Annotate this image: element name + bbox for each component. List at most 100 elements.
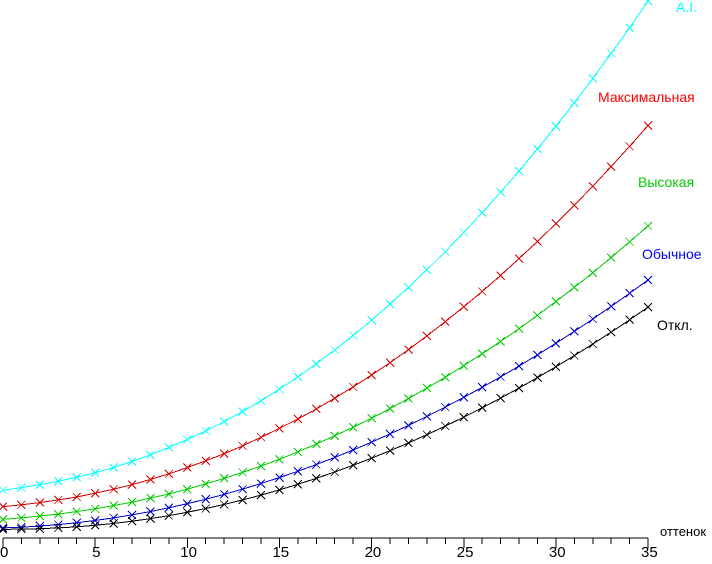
data-point-marker bbox=[72, 507, 82, 516]
series-line bbox=[2, 125, 649, 508]
series-1 bbox=[0, 121, 653, 512]
series-label-maximum: Максимальная bbox=[598, 89, 695, 105]
data-point-marker bbox=[422, 265, 432, 275]
data-point-marker bbox=[477, 349, 487, 359]
data-point-marker bbox=[311, 460, 321, 469]
data-point-marker bbox=[533, 373, 542, 382]
data-point-marker bbox=[164, 469, 174, 479]
data-point-marker bbox=[385, 404, 395, 413]
data-point-marker bbox=[643, 0, 653, 6]
data-point-marker bbox=[90, 488, 100, 498]
data-point-marker bbox=[404, 421, 413, 430]
data-point-marker bbox=[238, 467, 247, 477]
data-point-marker bbox=[256, 490, 266, 500]
data-point-marker bbox=[164, 489, 174, 499]
data-point-marker bbox=[256, 432, 266, 442]
data-point-marker bbox=[440, 402, 450, 412]
data-point-marker bbox=[293, 466, 303, 476]
data-point-marker bbox=[625, 237, 634, 247]
data-point-marker bbox=[588, 181, 598, 191]
data-point-marker bbox=[201, 494, 211, 504]
data-point-marker bbox=[496, 372, 505, 382]
data-point-marker bbox=[219, 473, 229, 483]
x-tick-label: 0 bbox=[0, 544, 9, 561]
data-point-marker bbox=[459, 302, 469, 312]
data-point-marker bbox=[514, 324, 524, 334]
data-point-marker bbox=[514, 166, 524, 176]
data-point-marker bbox=[201, 426, 211, 436]
data-point-marker bbox=[256, 396, 266, 406]
series-label-normal: Обычное bbox=[642, 246, 702, 262]
data-point-marker bbox=[17, 522, 26, 532]
series-4 bbox=[0, 302, 653, 534]
data-point-marker bbox=[551, 219, 561, 228]
data-point-marker bbox=[293, 447, 303, 457]
data-point-marker bbox=[293, 372, 303, 382]
data-point-marker bbox=[90, 468, 100, 478]
data-point-marker bbox=[348, 331, 358, 340]
data-point-marker bbox=[496, 393, 505, 403]
series-line bbox=[2, 225, 649, 520]
data-point-marker bbox=[533, 144, 542, 154]
data-point-marker bbox=[440, 317, 450, 327]
data-point-marker bbox=[348, 445, 358, 455]
series-line bbox=[2, 0, 649, 491]
data-point-marker bbox=[625, 315, 634, 325]
series-label-high: Высокая bbox=[638, 174, 695, 190]
data-point-marker bbox=[330, 467, 340, 477]
data-point-marker bbox=[404, 438, 413, 448]
data-point-marker bbox=[219, 449, 229, 459]
data-point-marker bbox=[330, 453, 340, 462]
data-point-marker bbox=[53, 476, 63, 486]
data-point-marker bbox=[0, 514, 8, 524]
x-tick-label: 35 bbox=[641, 544, 658, 561]
data-point-marker bbox=[533, 310, 542, 320]
data-point-marker bbox=[367, 315, 376, 325]
data-point-marker bbox=[514, 383, 524, 393]
data-point-marker bbox=[348, 422, 358, 432]
data-point-marker bbox=[569, 327, 579, 336]
data-point-marker bbox=[182, 499, 192, 509]
x-tick-label: 10 bbox=[180, 544, 197, 561]
data-point-marker bbox=[404, 282, 413, 292]
data-point-marker bbox=[275, 485, 284, 495]
data-point-marker bbox=[385, 446, 395, 456]
data-point-marker bbox=[182, 507, 192, 517]
data-point-marker bbox=[72, 492, 82, 502]
data-point-marker bbox=[643, 121, 653, 130]
data-point-marker bbox=[182, 484, 192, 494]
data-point-marker bbox=[275, 423, 284, 433]
x-tick-label: 30 bbox=[548, 544, 566, 561]
data-point-marker bbox=[367, 413, 376, 423]
data-point-marker bbox=[477, 382, 487, 392]
data-point-marker bbox=[643, 221, 653, 231]
data-point-marker bbox=[569, 282, 579, 292]
data-point-marker bbox=[53, 523, 63, 533]
data-point-marker bbox=[53, 495, 63, 505]
data-point-marker bbox=[625, 23, 634, 33]
data-point-marker bbox=[109, 519, 118, 528]
data-point-marker bbox=[422, 331, 432, 341]
data-point-marker bbox=[477, 208, 487, 218]
data-point-marker bbox=[551, 362, 561, 372]
data-point-marker bbox=[514, 254, 524, 263]
data-point-marker bbox=[127, 510, 137, 520]
x-axis-title: оттенок bbox=[660, 524, 707, 539]
data-point-marker bbox=[330, 393, 340, 403]
series-line bbox=[2, 306, 649, 530]
x-tick-label: 25 bbox=[456, 544, 474, 561]
data-point-marker bbox=[275, 473, 284, 482]
data-point-marker bbox=[551, 297, 561, 306]
data-point-marker bbox=[109, 463, 118, 472]
data-point-marker bbox=[219, 417, 229, 426]
data-point-marker bbox=[311, 473, 321, 483]
data-point-marker bbox=[201, 504, 211, 513]
data-point-marker bbox=[127, 497, 137, 507]
data-point-marker bbox=[459, 361, 469, 371]
data-point-marker bbox=[238, 484, 247, 494]
data-point-marker bbox=[293, 414, 303, 424]
data-point-marker bbox=[146, 493, 155, 503]
data-point-marker bbox=[72, 518, 82, 528]
